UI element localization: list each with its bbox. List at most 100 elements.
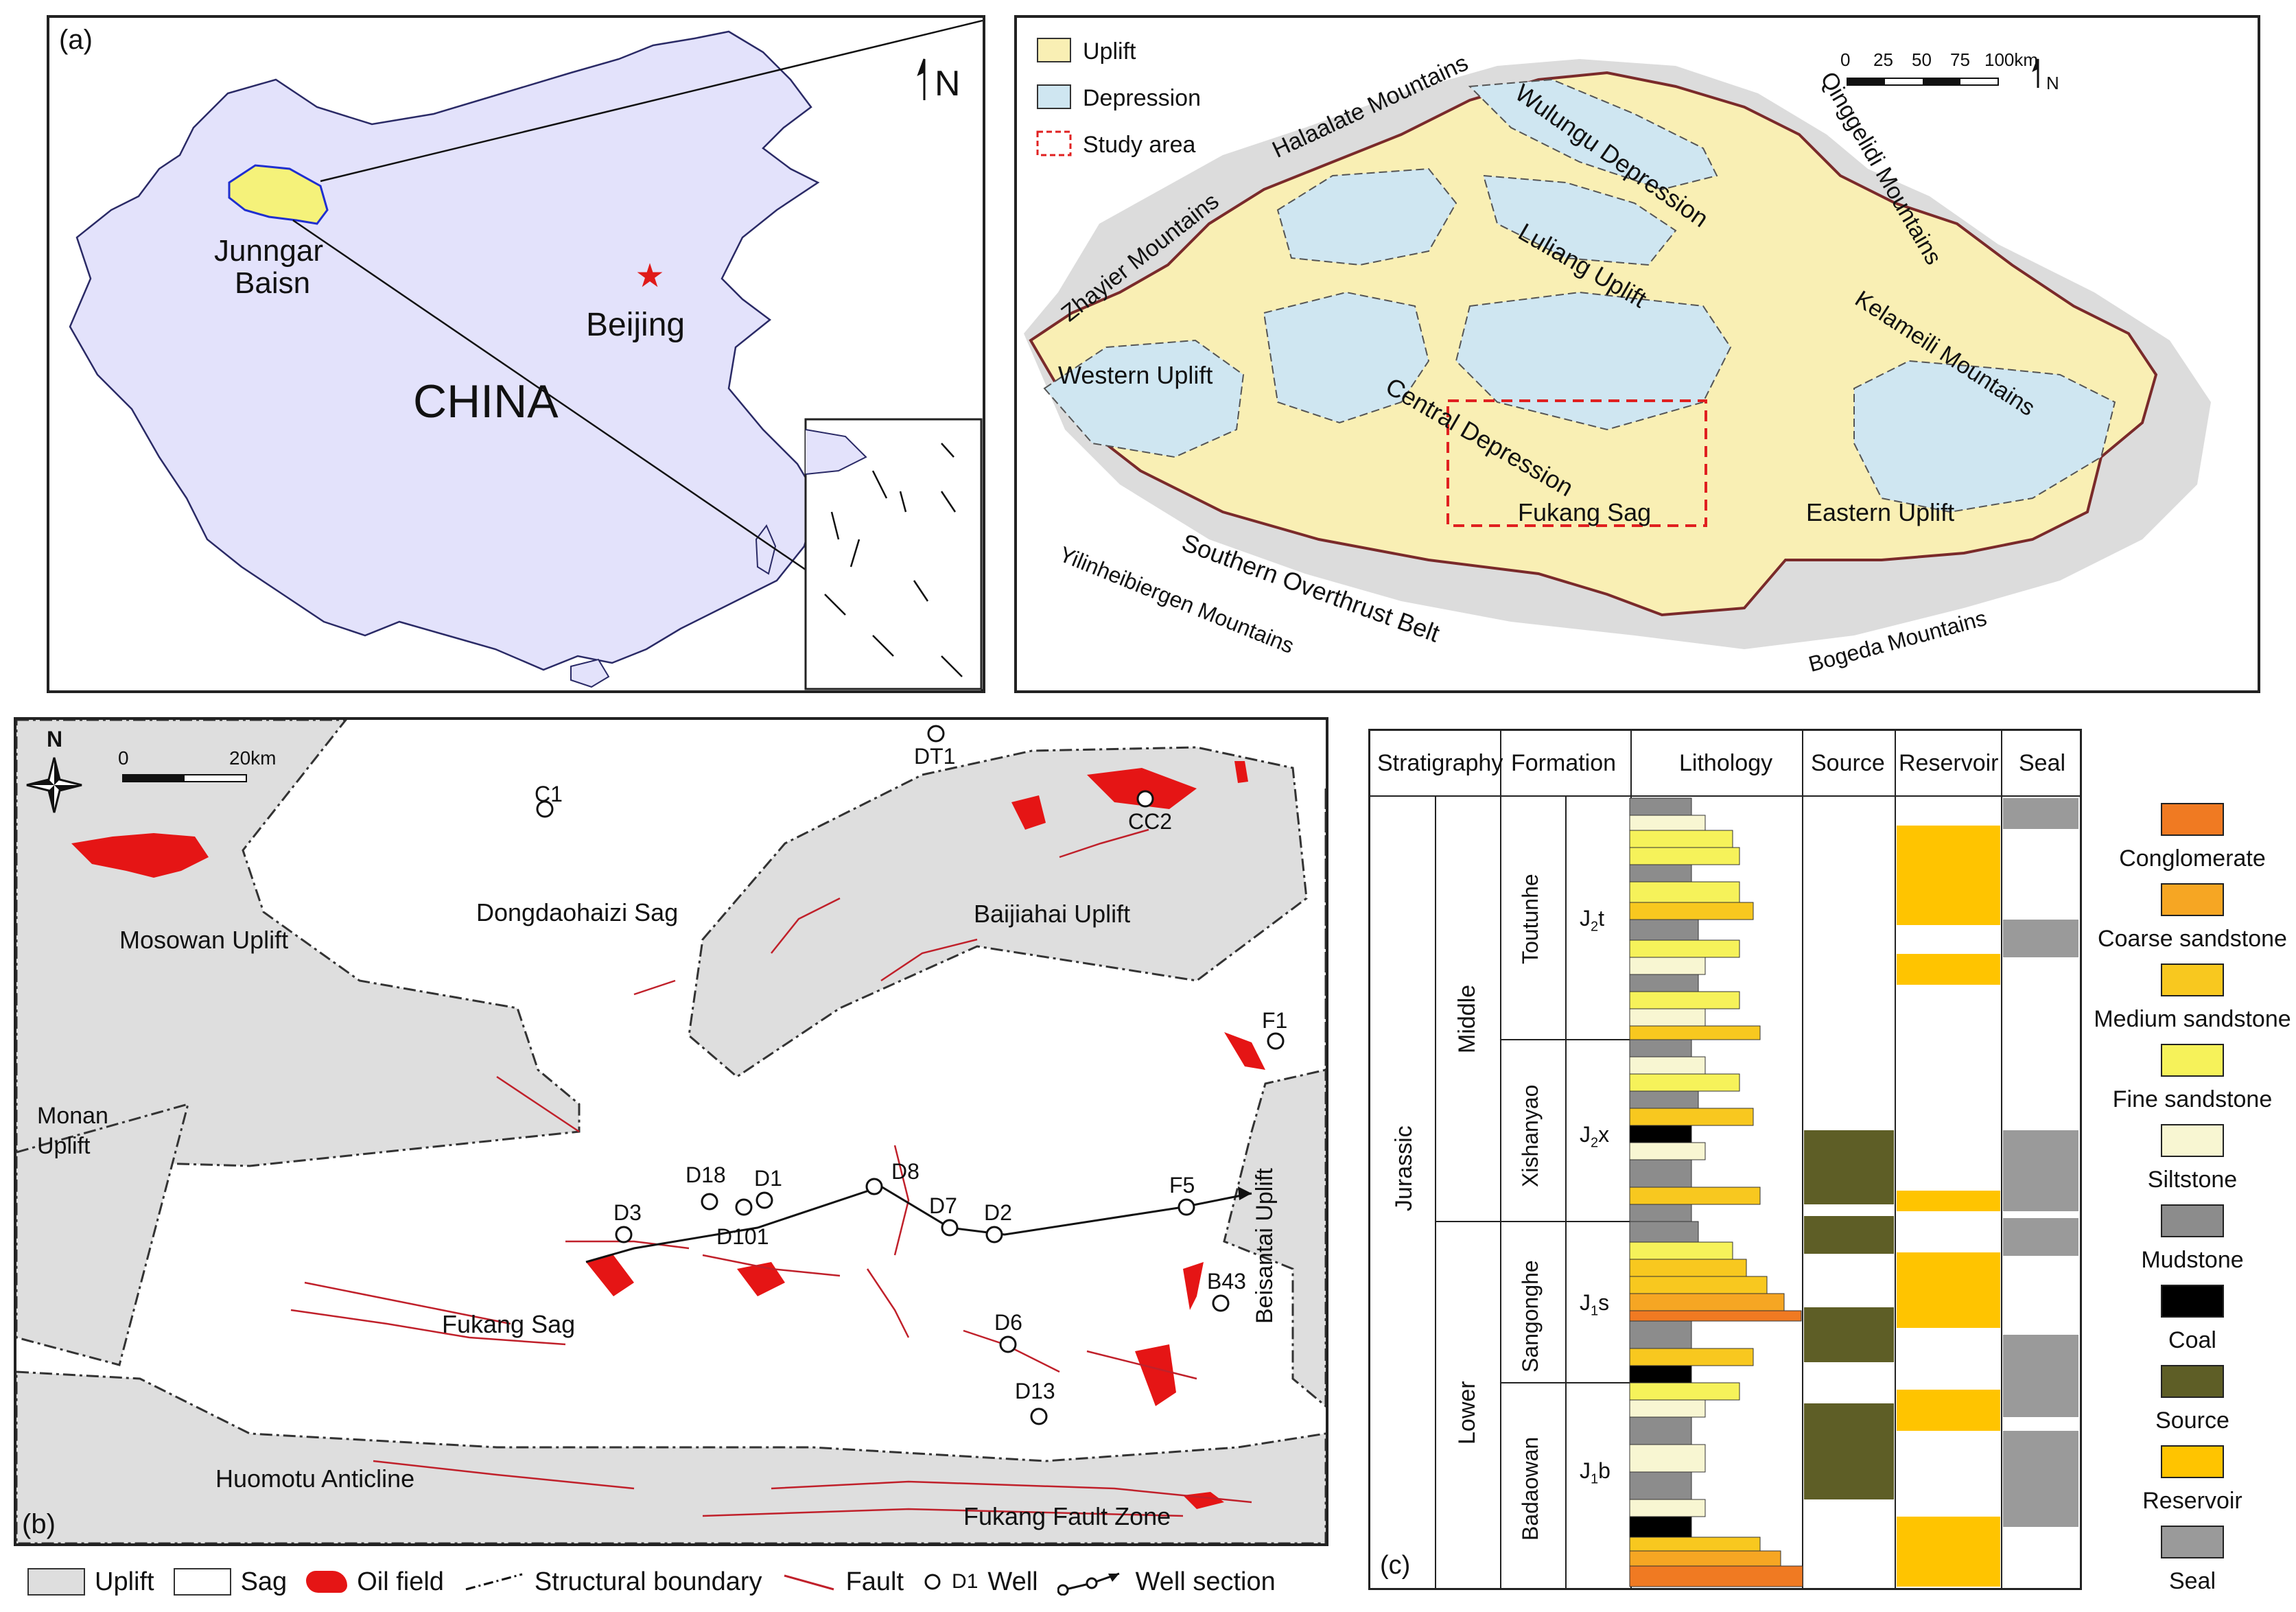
legend-medium: Medium sandstone [2093,963,2292,1044]
seal-label: Seal [2168,1568,2216,1594]
legend-depression: Depression [1083,85,1201,111]
formation-badaowan: Badaowan [1518,1436,1543,1541]
wells [536,725,1285,1425]
well-f1: F1 [1262,1008,1288,1033]
code-j1s-sub: 1 [1591,1303,1599,1319]
area-dongdaohaizi: Dongdaohaizi Sag [476,898,679,926]
china-map-svg: ★ [69,19,983,690]
series-middle: Middle [1454,984,1480,1053]
legend-structural-boundary: Structural boundary [463,1567,762,1597]
seal-swatch [2161,1526,2224,1558]
source-label: Source [2155,1407,2229,1434]
code-j2x-main: J [1580,1122,1591,1147]
header-reservoir: Reservoir [1899,750,1999,776]
north-label: N [2046,73,2059,93]
area-beisantai: Beisantai Uplift [1252,1168,1278,1324]
reservoir-label: Reservoir [2142,1488,2242,1514]
structural-boundary-icon [465,1573,523,1591]
well-b43: B43 [1207,1269,1246,1294]
hainan-island [570,658,610,688]
legend-fine: Fine sandstone [2093,1044,2292,1124]
north-label: N [47,727,63,751]
well-cc2: CC2 [1128,809,1173,834]
legend-well-label: Well [987,1567,1038,1596]
legend-seal: Seal [2093,1526,2292,1606]
code-j2x-sub: 2 [1591,1135,1599,1151]
well-d1: D1 [754,1166,782,1191]
header-lithology: Lithology [1679,750,1773,776]
basin-label-1: Junngar [214,234,324,268]
siltstone-label: Siltstone [2147,1167,2238,1193]
well-section-arrow-icon [1238,1187,1252,1200]
coal-swatch [2161,1285,2224,1318]
well-d13: D13 [1015,1379,1055,1403]
well-d18: D18 [686,1163,726,1187]
taiwan-island [755,524,777,575]
reservoir-column [1897,826,2000,1587]
oil-field-swatch [306,1571,348,1593]
header-seal: Seal [2019,750,2066,776]
header-formation: Formation [1511,750,1617,776]
strat-column-svg [1370,731,2080,1588]
well-icon [924,1574,941,1590]
fine-swatch [2161,1044,2224,1077]
study-area-box [1446,399,1707,527]
beijing-star-icon: ★ [635,258,664,294]
legend-well-section: Well section [1057,1567,1276,1597]
source-column [1804,1130,1894,1499]
legend-uplift: Uplift [1083,38,1136,65]
junggar-basin-map: Uplift Depression Study area 0 25 50 75 … [1014,15,2260,693]
china-location-map: ★ (a) N Junngar Baisn Beijing CHINA [47,15,985,693]
scale-tick-50: 50 [1912,49,1932,70]
legend-mudstone: Mudstone [2093,1204,2292,1285]
panel-b-label: (b) [22,1509,56,1539]
legend-siltstone: Siltstone [2093,1124,2292,1204]
label-fukang-sag: Fukang Sag [1518,498,1652,526]
legend-uplift-label: Uplift [95,1567,154,1596]
capital-label: Beijing [586,307,686,343]
depressions [1043,78,2116,513]
code-j1s-main: J [1580,1290,1591,1315]
legend-well-sample: D1 [952,1570,979,1593]
legend-uplift: Uplift [27,1567,154,1597]
area-huomotu: Huomotu Anticline [215,1464,415,1493]
lithology-legend: Conglomerate Coarse sandstone Medium san… [2093,803,2292,1606]
scale-tick-0: 0 [118,747,129,769]
scale-tick-25: 25 [1873,49,1893,70]
legend-structural-boundary-label: Structural boundary [534,1567,762,1596]
well-d8: D8 [891,1159,919,1184]
oil-fields [71,761,1265,1509]
code-j2t-sub: 2 [1591,919,1599,935]
well-d2: D2 [984,1200,1012,1225]
code-j1s-tail: s [1598,1290,1610,1315]
stratigraphic-column: Stratigraphy Formation Lithology Source … [1368,729,2082,1590]
legend-study-area: Study area [1083,132,1196,158]
scale-tick-20km: 20km [229,747,277,769]
source-swatch [2161,1365,2224,1398]
code-j1b: J1b [1580,1458,1610,1487]
fine-label: Fine sandstone [2112,1086,2273,1112]
area-fukang-sag: Fukang Sag [442,1310,576,1338]
code-j1b-sub: 1 [1591,1471,1599,1487]
reservoir-swatch [2161,1445,2224,1478]
lithology-column [1629,797,1803,1587]
formation-xishanyao: Xishanyao [1518,1084,1543,1187]
formation-toutunhe: Toutunhe [1518,874,1543,964]
code-j1b-main: J [1580,1458,1591,1483]
uplift-monan [16,1102,190,1366]
scale-tick-75: 75 [1950,49,1970,70]
sag-swatch [173,1568,231,1596]
north-arrow-icon [917,58,926,100]
country-label: CHINA [413,375,559,428]
well-f5: F5 [1169,1173,1195,1198]
legend-coarse: Coarse sandstone [2093,883,2292,963]
legend-well-section-label: Well section [1135,1567,1276,1596]
medium-label: Medium sandstone [2094,1006,2291,1032]
study-map-svg [16,720,1326,1543]
code-j2x-tail: x [1598,1122,1610,1147]
coarse-label: Coarse sandstone [2098,926,2287,952]
panel-c-label: (c) [1380,1551,1411,1580]
china-outline [69,30,820,671]
code-j2t-tail: t [1598,906,1605,931]
well-section-line [585,1185,1252,1263]
